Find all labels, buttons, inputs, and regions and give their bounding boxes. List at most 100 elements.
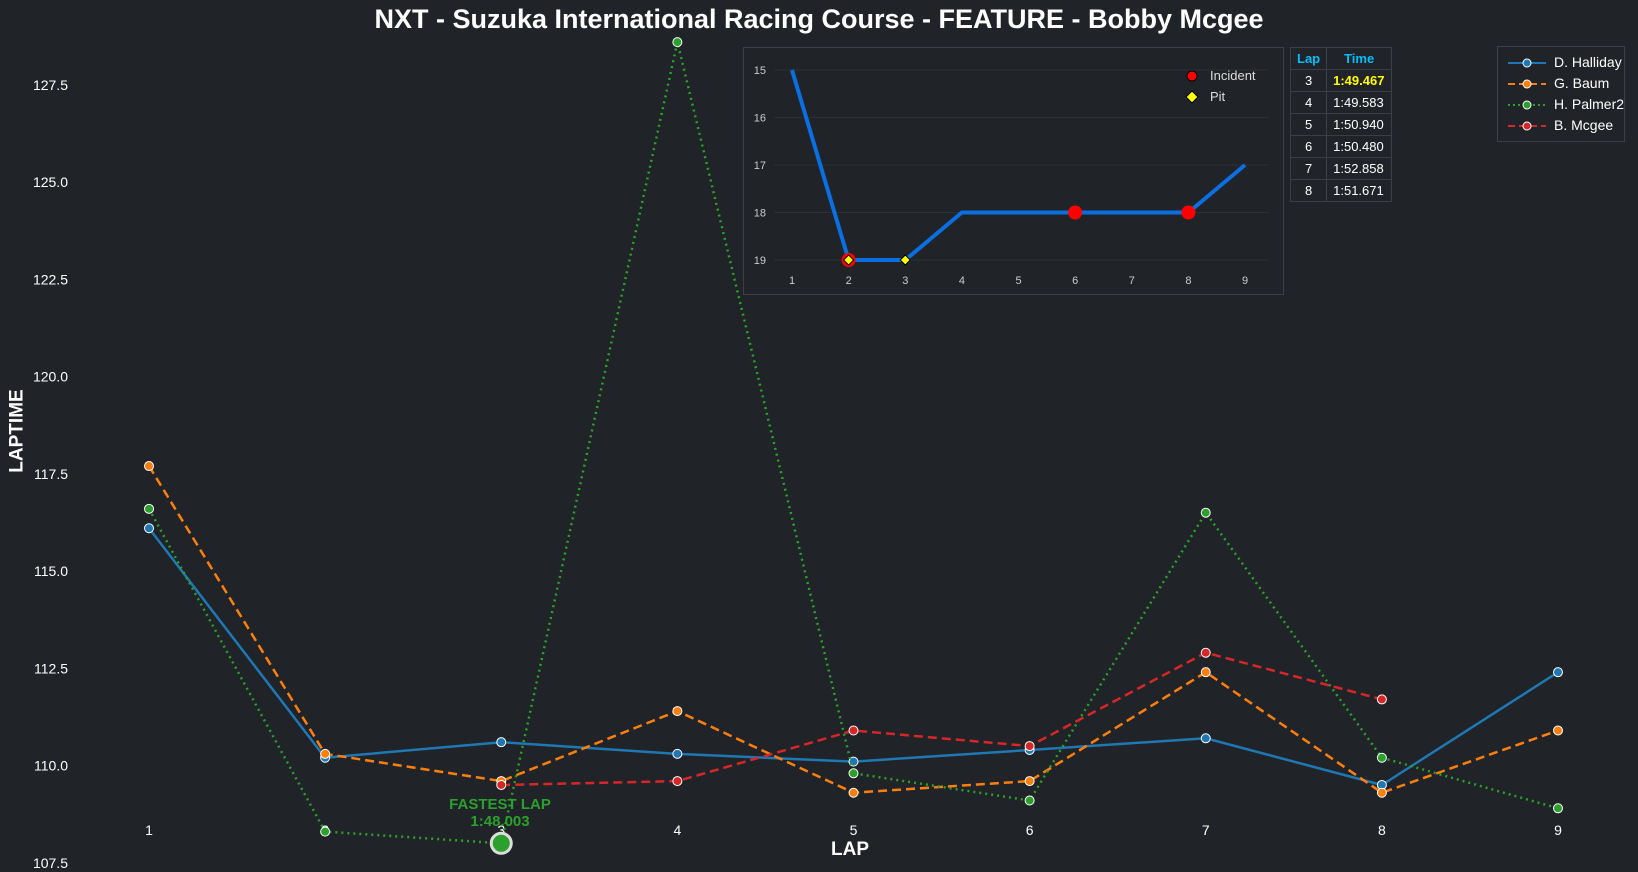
pit-marker bbox=[842, 254, 855, 266]
inset-x-tick: 7 bbox=[1129, 275, 1135, 287]
y-tick-label: 117.5 bbox=[34, 466, 68, 482]
data-point bbox=[848, 787, 859, 798]
inset-y-tick: 16 bbox=[754, 113, 766, 125]
table-row: 6 1:50.480 bbox=[1289, 135, 1393, 158]
lap-time-cell: 1:52.858 bbox=[1326, 157, 1393, 180]
incident-marker bbox=[1068, 205, 1083, 220]
lap-time-cell: 1:50.480 bbox=[1326, 135, 1393, 158]
x-tick-label: 7 bbox=[1202, 822, 1210, 838]
data-point bbox=[1024, 795, 1035, 806]
y-tick-label: 120.0 bbox=[33, 369, 68, 385]
data-point bbox=[672, 37, 683, 48]
data-point bbox=[1024, 741, 1035, 752]
fastest-lap-annotation: FASTEST LAP 1:48.003 bbox=[420, 796, 580, 830]
position-inset-chart: 15 16 17 18 19 1 2 3 4 5 6 7 8 9 Incident Pit bbox=[743, 47, 1284, 295]
lap-time-cell: 1:49.583 bbox=[1326, 91, 1393, 114]
inset-legend-pit-icon bbox=[1185, 90, 1199, 104]
x-tick-label: 3 bbox=[497, 822, 505, 838]
x-tick-label: 9 bbox=[1554, 822, 1562, 838]
legend-label: H. Palmer2 bbox=[1554, 96, 1625, 112]
inset-legend-pit-label: Pit bbox=[1210, 89, 1226, 104]
inset-y-tick: 19 bbox=[754, 255, 766, 267]
lap-time-cell: 1:50.940 bbox=[1326, 113, 1393, 136]
inset-x-tick: 2 bbox=[846, 275, 852, 287]
y-axis-label: LAPTIME bbox=[6, 389, 28, 473]
data-point bbox=[672, 776, 683, 787]
lap-number-cell: 5 bbox=[1289, 113, 1328, 136]
data-point bbox=[1376, 787, 1387, 798]
y-tick-label: 107.5 bbox=[33, 855, 68, 871]
data-point bbox=[144, 503, 154, 514]
data-point bbox=[672, 706, 683, 717]
incident-marker bbox=[1181, 205, 1196, 220]
position-inset-svg: 15 16 17 18 19 1 2 3 4 5 6 7 8 9 Incident Pit bbox=[754, 65, 1269, 287]
x-tick-label: 8 bbox=[1378, 822, 1386, 838]
data-point bbox=[320, 826, 331, 837]
x-axis-label: LAP bbox=[831, 839, 869, 860]
y-tick-label: 115.0 bbox=[34, 563, 68, 579]
position-line bbox=[790, 69, 1247, 262]
data-point bbox=[848, 768, 859, 779]
data-point bbox=[1553, 667, 1563, 678]
inset-x-tick: 8 bbox=[1185, 275, 1191, 287]
data-point bbox=[496, 737, 507, 748]
data-point bbox=[672, 748, 683, 759]
table-row: 4 1:49.583 bbox=[1289, 91, 1393, 114]
inset-y-tick: 17 bbox=[754, 160, 766, 172]
fastest-lap-text: 1:48.003 bbox=[470, 813, 530, 830]
y-tick-label: 110.0 bbox=[34, 758, 68, 774]
legend-label: B. Mcgee bbox=[1554, 117, 1614, 133]
series-line bbox=[147, 41, 1559, 845]
table-header-lap: Lap bbox=[1289, 47, 1328, 70]
y-tick-label: 112.5 bbox=[34, 660, 68, 676]
y-tick-label: 127.5 bbox=[33, 77, 68, 93]
table-row: 7 1:52.858 bbox=[1289, 157, 1393, 180]
lap-number-cell: 3 bbox=[1289, 69, 1328, 92]
x-tick-label: 6 bbox=[1026, 822, 1034, 838]
pit-marker bbox=[899, 254, 911, 266]
data-point bbox=[1200, 667, 1211, 678]
data-point bbox=[144, 523, 154, 534]
y-tick-label: 125.0 bbox=[33, 174, 68, 190]
data-point bbox=[144, 461, 154, 472]
inset-x-tick: 6 bbox=[1072, 275, 1078, 287]
table-row: 3 1:49.467 bbox=[1289, 69, 1393, 92]
data-point bbox=[1553, 803, 1563, 814]
legend-label: G. Baum bbox=[1554, 75, 1610, 91]
y-tick-label: 122.5 bbox=[33, 271, 68, 287]
data-point bbox=[1200, 733, 1211, 744]
series-line bbox=[148, 527, 1559, 787]
table-header-time: Time bbox=[1326, 47, 1393, 70]
inset-legend-incident-label: Incident bbox=[1210, 68, 1256, 83]
chart-title: NXT - Suzuka International Racing Course… bbox=[374, 4, 1264, 34]
inset-x-tick: 9 bbox=[1242, 275, 1248, 287]
table-row: 8 1:51.671 bbox=[1289, 179, 1393, 202]
table-row: 5 1:50.940 bbox=[1289, 113, 1393, 136]
x-tick-label: 1 bbox=[145, 822, 153, 838]
inset-x-tick: 1 bbox=[789, 275, 795, 287]
inset-x-tick: 4 bbox=[959, 275, 965, 287]
lap-number-cell: 6 bbox=[1289, 135, 1328, 158]
series-line bbox=[501, 651, 1383, 787]
inset-y-tick: 15 bbox=[754, 65, 766, 77]
lap-time-table: Lap Time 3 1:49.467 4 1:49.583 5 1:50.940 6 1:5… bbox=[1289, 47, 1393, 202]
data-point bbox=[1200, 507, 1211, 518]
fastest-lap-marker bbox=[489, 831, 513, 855]
x-tick-label: 4 bbox=[673, 822, 681, 838]
inset-y-tick: 18 bbox=[754, 208, 766, 220]
lap-time-cell: 1:51.671 bbox=[1326, 179, 1393, 202]
chart-legend: D. Halliday G. Baum H. Palmer2 B. Mcgee bbox=[1497, 46, 1625, 142]
lap-number-cell: 7 bbox=[1289, 157, 1328, 180]
fastest-lap-text: FASTEST LAP bbox=[449, 796, 551, 813]
series-line bbox=[147, 465, 1559, 795]
lap-number-cell: 8 bbox=[1289, 179, 1328, 202]
data-point bbox=[496, 779, 507, 790]
data-point bbox=[848, 725, 859, 736]
data-point bbox=[320, 748, 331, 759]
data-point bbox=[1200, 647, 1211, 658]
legend-label: D. Halliday bbox=[1554, 54, 1622, 70]
inset-x-tick: 5 bbox=[1015, 275, 1021, 287]
lap-number-cell: 4 bbox=[1289, 91, 1328, 114]
data-point bbox=[1376, 752, 1387, 763]
